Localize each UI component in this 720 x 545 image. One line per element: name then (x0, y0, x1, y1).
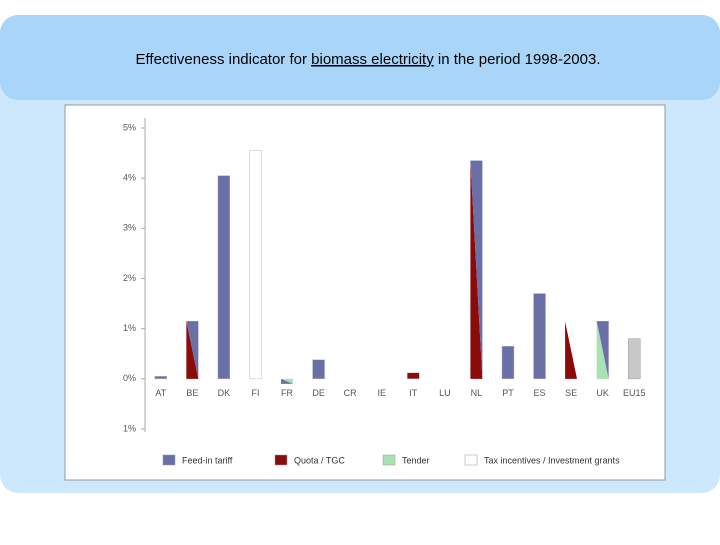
bar-part (186, 321, 199, 379)
y-tick-label: 1% (123, 423, 136, 433)
legend-label: Quota / TGC (294, 455, 345, 465)
x-tick-label: FI (251, 388, 259, 398)
x-tick-label: BE (186, 388, 198, 398)
bar-part (470, 160, 483, 379)
bar-part (596, 321, 609, 379)
x-tick-label: DK (218, 388, 231, 398)
bar (501, 345, 515, 380)
bar (627, 338, 641, 380)
bar-part (565, 321, 578, 379)
x-tick-label: AT (155, 388, 166, 398)
x-tick-label: PT (502, 388, 514, 398)
legend-swatch (382, 454, 396, 466)
y-tick-label: 1% (123, 323, 136, 333)
title-text: Effectiveness indicator for (136, 51, 312, 68)
bar-part (565, 321, 578, 379)
title-text: biomass electricity (311, 51, 434, 68)
y-tick-label: 0% (123, 373, 136, 383)
bar (217, 175, 231, 380)
legend-swatch (464, 454, 478, 466)
x-tick-label: LU (439, 388, 451, 398)
y-tick-label: 5% (123, 122, 136, 132)
title-text: in the period 1998-2003. (434, 51, 601, 68)
legend-label: Feed-in tariff (182, 455, 233, 465)
title-bar (0, 15, 720, 100)
x-tick-label: ES (534, 388, 546, 398)
x-tick-label: EU15 (623, 388, 646, 398)
legend-label: Tax incentives / Investment grants (484, 455, 620, 465)
x-tick-label: FR (281, 388, 293, 398)
chart-title: Effectiveness indicator for biomass elec… (136, 51, 601, 68)
x-tick-label: SE (565, 388, 577, 398)
y-tick-label: 3% (123, 223, 136, 233)
x-tick-label: IT (409, 388, 418, 398)
x-tick-label: IE (377, 388, 386, 398)
bar (154, 376, 168, 380)
bar (533, 293, 546, 380)
bar (407, 372, 420, 380)
bar-part (281, 378, 294, 384)
legend-label: Tender (402, 455, 430, 465)
x-tick-label: CR (344, 388, 357, 398)
bar (249, 150, 262, 380)
x-tick-label: UK (596, 388, 609, 398)
legend-swatch (274, 454, 288, 466)
bar-part (470, 160, 483, 379)
bar (312, 359, 325, 380)
y-tick-label: 4% (123, 173, 136, 183)
x-tick-label: NL (471, 388, 483, 398)
legend-swatch (162, 454, 176, 466)
y-tick-label: 2% (123, 273, 136, 283)
bar-part (596, 321, 609, 379)
chart-area (64, 104, 666, 481)
x-tick-label: DE (312, 388, 325, 398)
bar-part (186, 321, 199, 379)
